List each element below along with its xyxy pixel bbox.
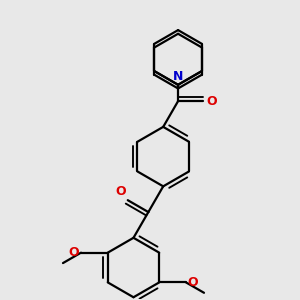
Text: O: O xyxy=(188,276,198,289)
Text: O: O xyxy=(69,246,79,259)
Text: O: O xyxy=(116,184,126,197)
Text: N: N xyxy=(173,70,183,83)
Text: O: O xyxy=(206,94,217,108)
